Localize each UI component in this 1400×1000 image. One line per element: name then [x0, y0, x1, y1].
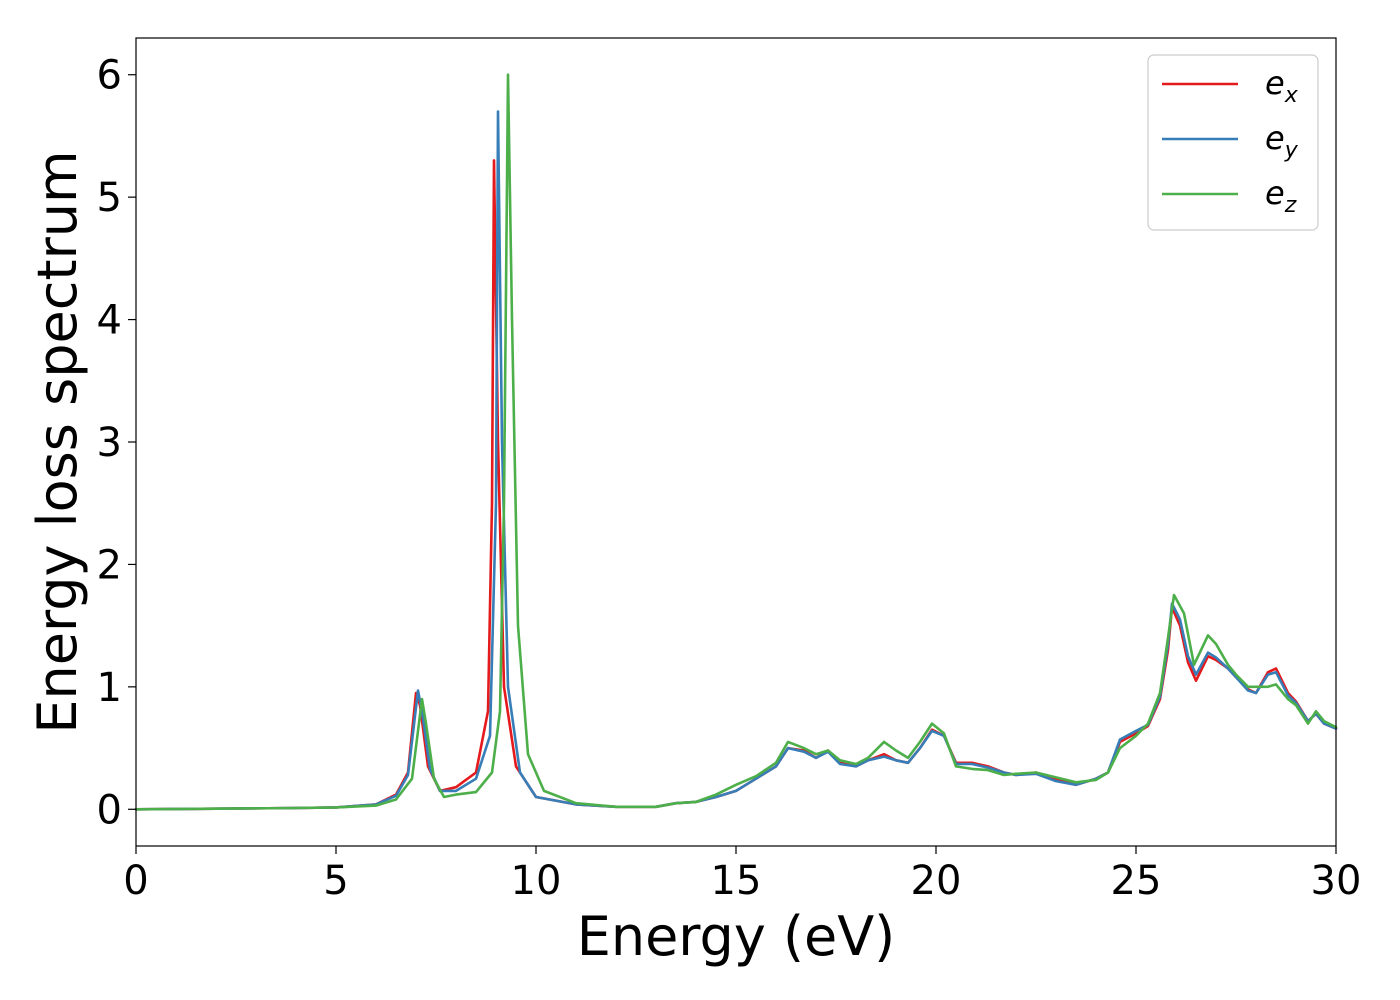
y-axis-title: Energy loss spectrum	[26, 150, 89, 733]
x-axis-title: Energy (eV)	[577, 905, 896, 968]
series-line-y	[134, 110, 1338, 811]
legend: ex ey ez	[1147, 54, 1319, 231]
y-tick-label: 6	[97, 53, 122, 99]
x-tick-label: 25	[1111, 858, 1162, 904]
y-tick-label: 3	[97, 420, 122, 466]
x-tick-label: 15	[711, 858, 762, 904]
series-layer	[134, 73, 1338, 811]
legend-label-x: ex	[1265, 64, 1299, 108]
x-axis: 0 5 10 15 20 25 30	[123, 846, 1361, 904]
legend-box	[1147, 54, 1319, 231]
x-tick-label: 5	[323, 858, 348, 904]
y-tick-label: 0	[97, 787, 122, 833]
legend-label-y: ey	[1265, 119, 1299, 163]
y-axis: 0 1 2 3 4 5 6	[97, 53, 136, 833]
x-tick-label: 10	[511, 858, 562, 904]
x-tick-label: 20	[911, 858, 962, 904]
y-tick-label: 5	[97, 175, 122, 221]
y-tick-label: 2	[97, 542, 122, 588]
x-tick-label: 0	[123, 858, 148, 904]
y-tick-label: 4	[97, 298, 122, 344]
x-tick-label: 30	[1311, 858, 1362, 904]
series-line-z	[134, 73, 1338, 811]
legend-label-z: ez	[1265, 174, 1297, 218]
y-tick-label: 1	[97, 665, 122, 711]
